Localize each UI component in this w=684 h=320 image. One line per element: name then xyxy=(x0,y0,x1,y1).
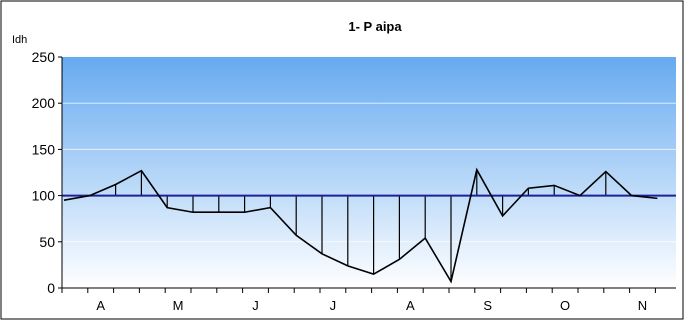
x-tick-label: M xyxy=(173,298,184,313)
y-axis-ticks: 0 50 100 150 200 250 xyxy=(32,49,62,296)
y-tick-label: 150 xyxy=(32,141,56,157)
x-tick-label: A xyxy=(96,298,105,313)
x-tick-label: S xyxy=(483,298,492,313)
y-tick-label: 50 xyxy=(39,234,55,250)
y-axis-label: Idh xyxy=(12,34,27,46)
deviation-lines xyxy=(114,169,607,282)
x-tick-label: J xyxy=(252,298,259,313)
y-tick-label: 200 xyxy=(32,95,56,111)
y-tick-label: 0 xyxy=(47,280,55,296)
x-tick-label: J xyxy=(330,298,337,313)
y-tick-label: 250 xyxy=(32,49,56,65)
chart-title: 1- P aipa xyxy=(348,19,402,34)
series-line-group xyxy=(63,167,658,284)
series-line xyxy=(63,167,658,284)
y-tick-label: 100 xyxy=(32,188,56,204)
x-tick-label: N xyxy=(638,298,647,313)
plot-area xyxy=(62,57,676,288)
x-tick-label: O xyxy=(560,298,570,313)
x-tick-label: A xyxy=(406,298,415,313)
